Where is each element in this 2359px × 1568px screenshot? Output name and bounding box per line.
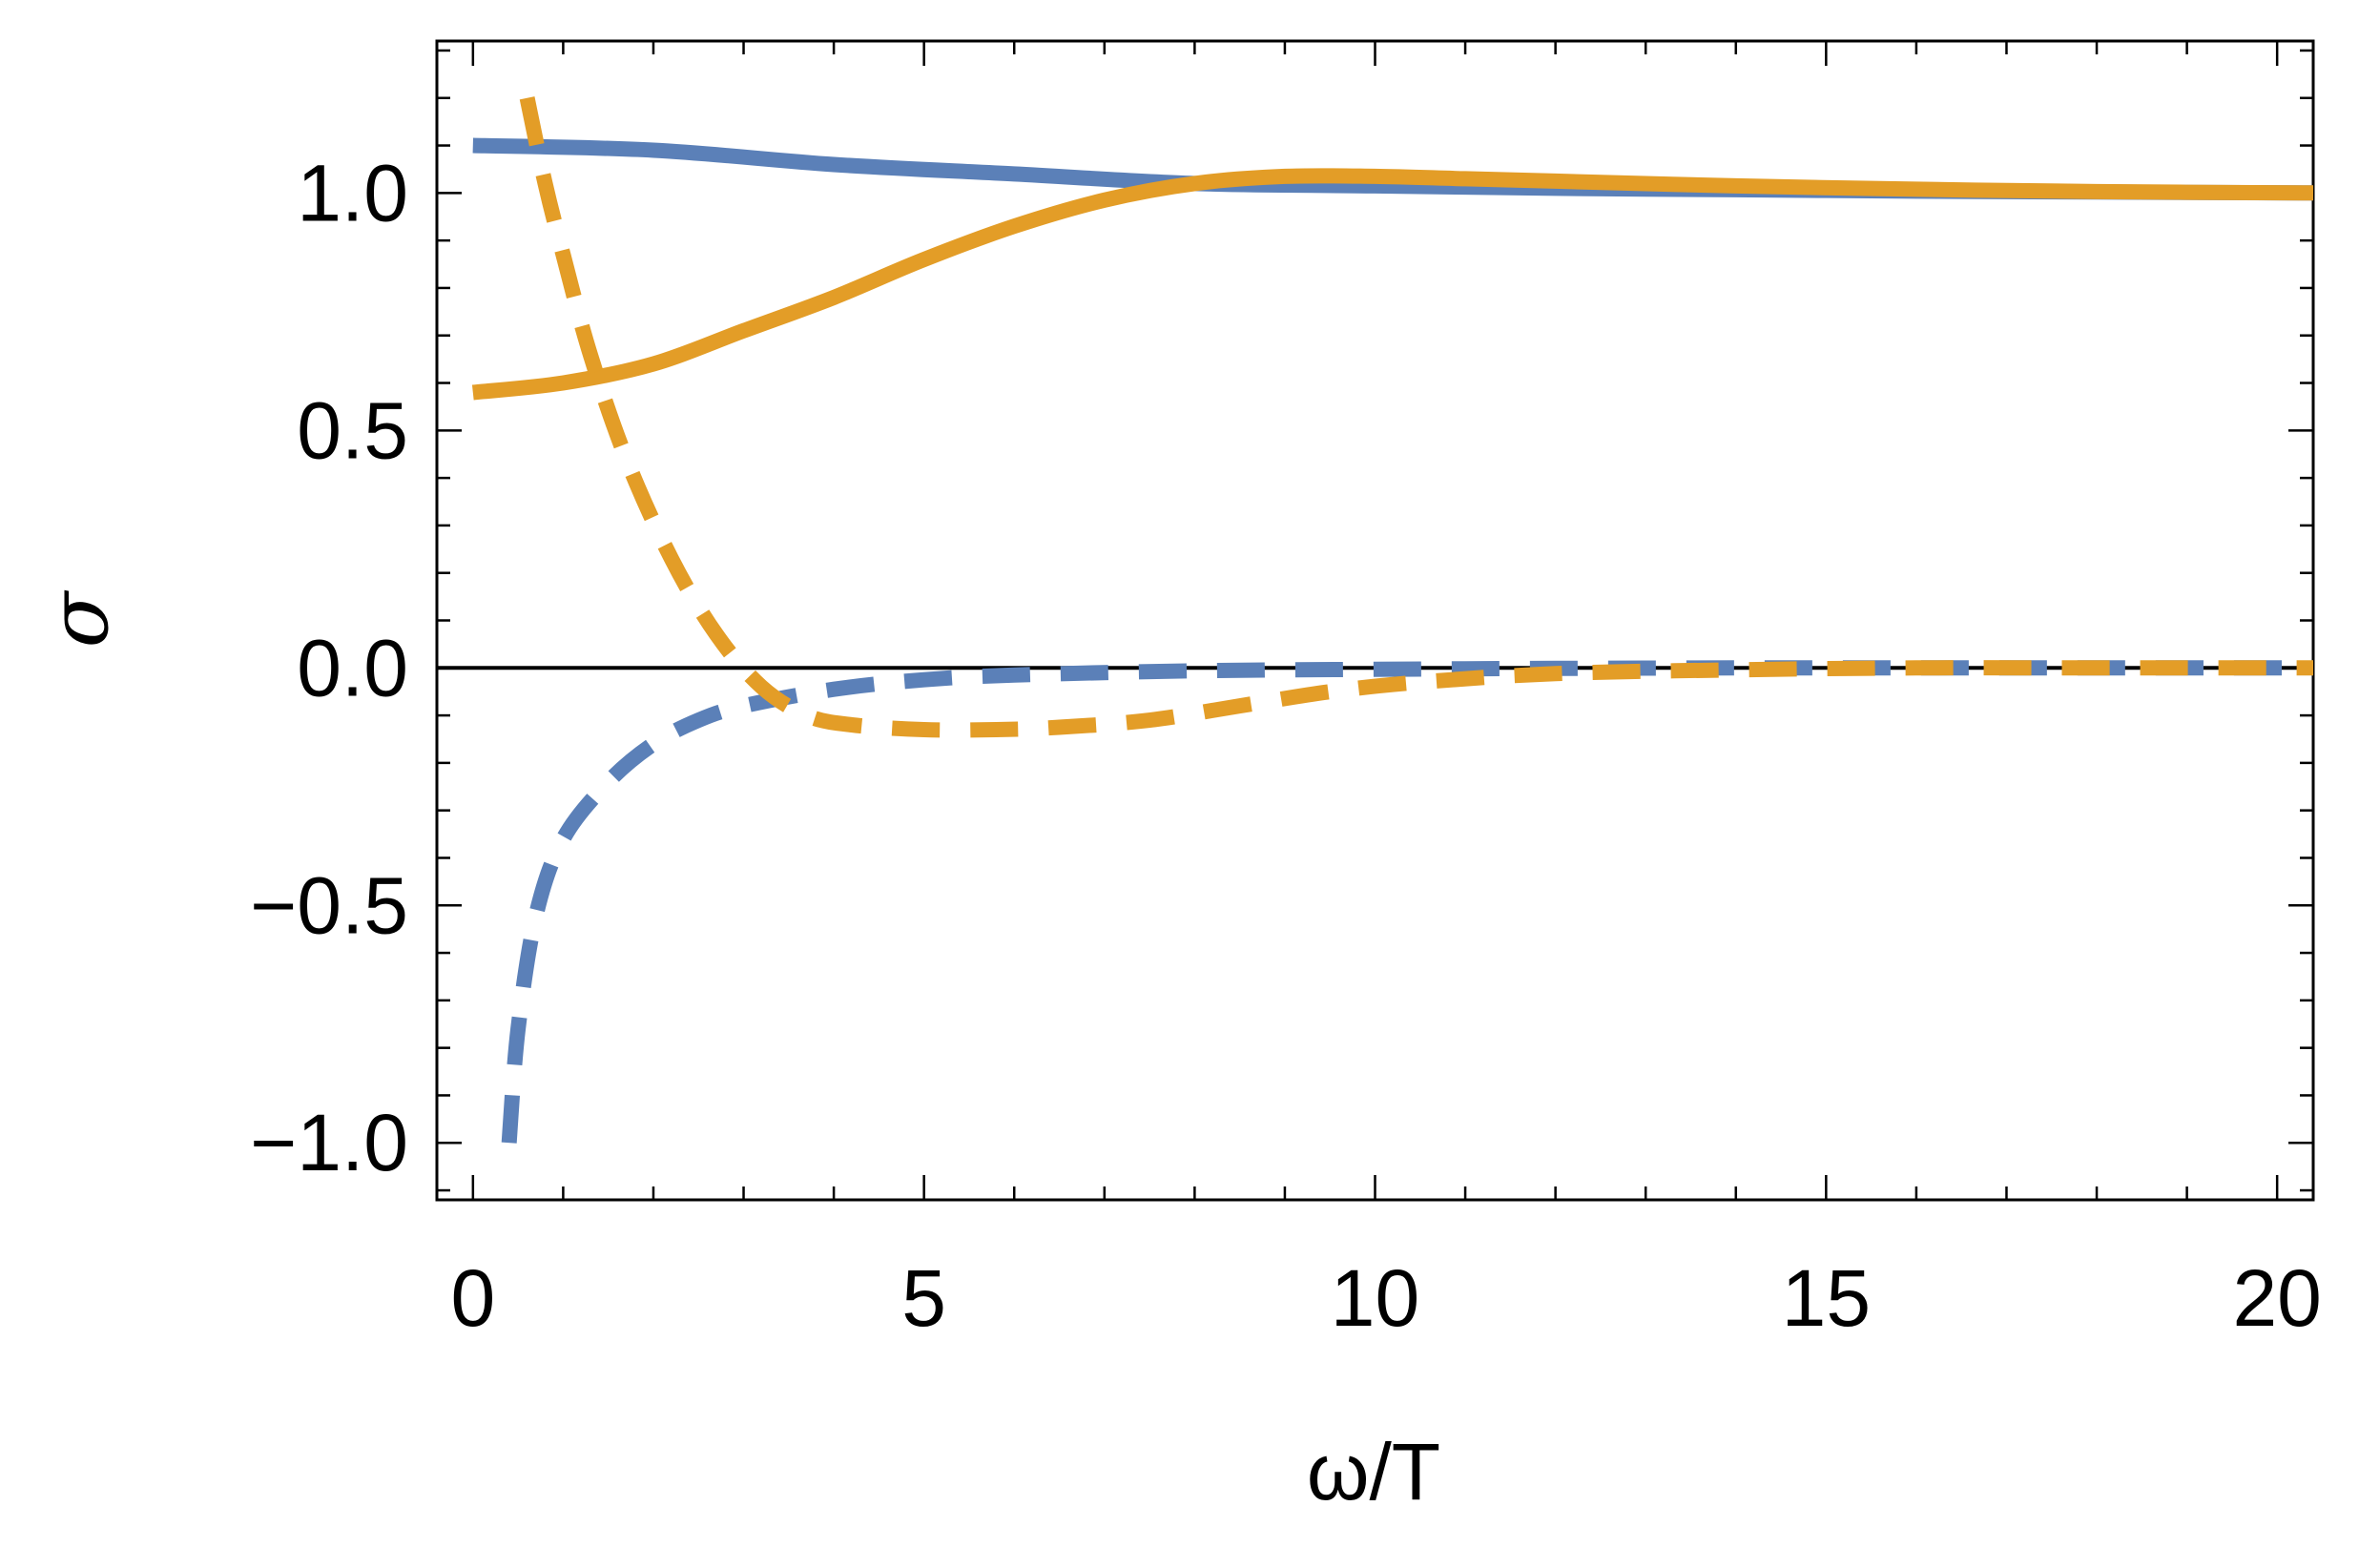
plot-frame — [435, 39, 2315, 1202]
x-tick-label: 15 — [1782, 1253, 1871, 1343]
x-tick-label: 10 — [1331, 1253, 1419, 1343]
x-axis-title: ω/T — [1307, 1427, 1440, 1516]
axis-ticks — [437, 41, 2313, 1200]
series-blue-dashed — [501, 660, 2313, 1144]
x-tick-label: 0 — [450, 1253, 495, 1343]
y-tick-label: 1.0 — [297, 148, 408, 237]
series-orange-dashed — [519, 96, 2313, 738]
tick-labels: 0 5 10 15 20 −1.0 −0.5 0.0 0.5 1.0 — [250, 148, 2322, 1343]
y-tick-label: 0.5 — [297, 385, 408, 475]
y-tick-label: −1.0 — [250, 1098, 408, 1187]
y-tick-label: −0.5 — [250, 860, 408, 950]
y-tick-label: 0.0 — [297, 623, 408, 712]
x-tick-label: 5 — [901, 1253, 946, 1343]
y-axis-title: σ — [32, 589, 128, 648]
series-orange-solid — [471, 168, 2314, 401]
series-layer — [437, 96, 2314, 1144]
x-tick-label: 20 — [2232, 1253, 2321, 1343]
